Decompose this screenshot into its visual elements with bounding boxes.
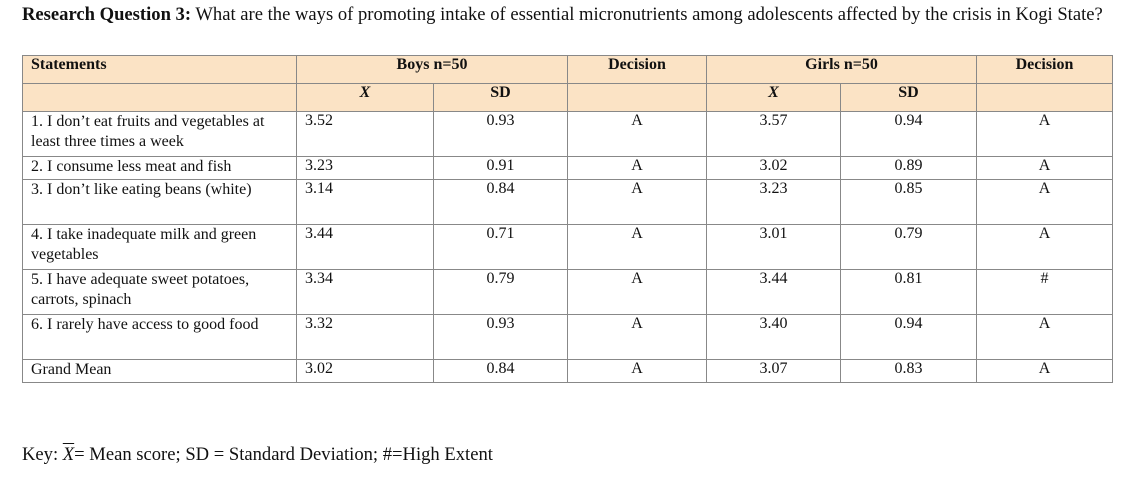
boys-mean-cell: 3.32 bbox=[296, 314, 434, 360]
statement-cell: 6. I rarely have access to good food bbox=[22, 314, 297, 360]
header-decision-boys: Decision bbox=[567, 55, 708, 84]
statement-cell: Grand Mean bbox=[22, 359, 297, 383]
boys-decision-cell: A bbox=[567, 179, 708, 225]
table-key-note: Key: X= Mean score; SD = Standard Deviat… bbox=[22, 444, 493, 466]
header-boys-sd: SD bbox=[432, 83, 569, 112]
boys-decision-cell: A bbox=[567, 156, 708, 180]
boys-decision-cell: A bbox=[567, 224, 708, 270]
boys-sd-cell: 0.71 bbox=[432, 224, 569, 270]
girls-mean-cell: 3.57 bbox=[706, 111, 842, 157]
boys-sd-cell: 0.84 bbox=[432, 359, 569, 383]
key-mean-symbol: X bbox=[62, 444, 75, 465]
header-row-2: X SD X SD bbox=[22, 83, 1114, 112]
statement-cell: 2. I consume less meat and fish bbox=[22, 156, 297, 180]
boys-mean-cell: 3.02 bbox=[296, 359, 434, 383]
girls-decision-cell: A bbox=[976, 156, 1114, 180]
girls-decision-cell: A bbox=[976, 224, 1114, 270]
boys-mean-cell: 3.34 bbox=[296, 269, 434, 315]
girls-decision-cell: A bbox=[976, 359, 1114, 383]
statement-cell: 3. I don’t like eating beans (white) bbox=[22, 179, 297, 225]
boys-mean-cell: 3.44 bbox=[296, 224, 434, 270]
key-text: = Mean score; SD = Standard Deviation; #… bbox=[74, 444, 493, 465]
statement-cell: 4. I take inadequate milk and green vege… bbox=[22, 224, 297, 270]
table-row: 2. I consume less meat and fish 3.23 0.9… bbox=[22, 156, 1114, 180]
header-row-1: Statements Boys n=50 Decision Girls n=50… bbox=[22, 55, 1114, 84]
girls-sd-cell: 0.79 bbox=[840, 224, 978, 270]
girls-decision-cell: # bbox=[976, 269, 1114, 315]
girls-sd-cell: 0.83 bbox=[840, 359, 978, 383]
header-decision-girls: Decision bbox=[976, 55, 1114, 84]
girls-decision-cell: A bbox=[976, 111, 1114, 157]
girls-sd-cell: 0.89 bbox=[840, 156, 978, 180]
girls-sd-cell: 0.85 bbox=[840, 179, 978, 225]
header-statements: Statements bbox=[22, 55, 297, 84]
results-table: Statements Boys n=50 Decision Girls n=50… bbox=[22, 55, 1114, 383]
header-boys: Boys n=50 bbox=[295, 55, 569, 84]
key-prefix: Key: bbox=[22, 444, 63, 465]
girls-decision-cell: A bbox=[976, 314, 1114, 360]
girls-mean-cell: 3.02 bbox=[706, 156, 842, 180]
table-row: 1. I don’t eat fruits and vegetables at … bbox=[22, 111, 1114, 157]
table-row: 3. I don’t like eating beans (white) 3.1… bbox=[22, 179, 1114, 225]
table-row: 5. I have adequate sweet potatoes, carro… bbox=[22, 269, 1114, 315]
boys-mean-cell: 3.23 bbox=[296, 156, 434, 180]
grand-mean-row: Grand Mean 3.02 0.84 A 3.07 0.83 A bbox=[22, 359, 1114, 383]
table-row: 4. I take inadequate milk and green vege… bbox=[22, 224, 1114, 270]
boys-decision-cell: A bbox=[567, 269, 708, 315]
girls-decision-cell: A bbox=[976, 179, 1114, 225]
research-question-text: What are the ways of promoting intake of… bbox=[195, 4, 1103, 25]
boys-sd-cell: 0.84 bbox=[432, 179, 569, 225]
girls-mean-cell: 3.23 bbox=[706, 179, 842, 225]
boys-sd-cell: 0.93 bbox=[432, 111, 569, 157]
header-empty-cell bbox=[567, 83, 708, 112]
header-girls-mean: X bbox=[706, 83, 842, 112]
boys-decision-cell: A bbox=[567, 314, 708, 360]
boys-decision-cell: A bbox=[567, 359, 708, 383]
girls-mean-cell: 3.40 bbox=[706, 314, 842, 360]
girls-sd-cell: 0.94 bbox=[840, 111, 978, 157]
girls-mean-cell: 3.01 bbox=[706, 224, 842, 270]
header-empty-cell bbox=[976, 83, 1114, 112]
boys-decision-cell: A bbox=[567, 111, 708, 157]
header-girls: Girls n=50 bbox=[706, 55, 978, 84]
boys-sd-cell: 0.79 bbox=[432, 269, 569, 315]
statement-cell: 1. I don’t eat fruits and vegetables at … bbox=[22, 111, 297, 157]
boys-mean-cell: 3.52 bbox=[296, 111, 434, 157]
girls-sd-cell: 0.81 bbox=[840, 269, 978, 315]
research-question-label: Research Question 3: bbox=[22, 4, 192, 25]
girls-sd-cell: 0.94 bbox=[840, 314, 978, 360]
boys-sd-cell: 0.91 bbox=[432, 156, 569, 180]
header-empty-cell bbox=[22, 83, 297, 112]
header-girls-sd: SD bbox=[840, 83, 978, 112]
girls-mean-cell: 3.44 bbox=[706, 269, 842, 315]
statement-cell: 5. I have adequate sweet potatoes, carro… bbox=[22, 269, 297, 315]
research-question-heading: Research Question 3: What are the ways o… bbox=[22, 4, 1122, 26]
girls-mean-cell: 3.07 bbox=[706, 359, 842, 383]
table-row: 6. I rarely have access to good food 3.3… bbox=[22, 314, 1114, 360]
header-boys-mean: X bbox=[296, 83, 434, 112]
boys-mean-cell: 3.14 bbox=[296, 179, 434, 225]
boys-sd-cell: 0.93 bbox=[432, 314, 569, 360]
